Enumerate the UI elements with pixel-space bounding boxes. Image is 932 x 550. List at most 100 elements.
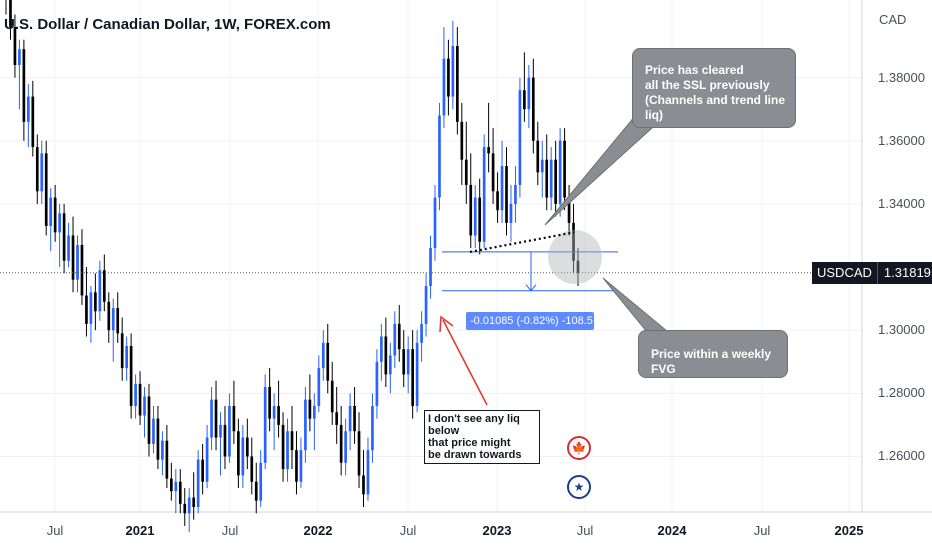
candle-body [134, 383, 137, 406]
y-tick-label: 1.26000 [878, 448, 925, 464]
callout-fvg-text: Price within a weekly FVG [651, 347, 772, 376]
candle-body [478, 197, 482, 242]
candle-body [272, 405, 276, 419]
candle-body [138, 383, 142, 416]
candle-body [192, 497, 196, 507]
candle-body [35, 147, 39, 192]
candle-body [447, 58, 450, 97]
candle-body [375, 361, 379, 406]
callout-ssl-line2: all the SSL previously [645, 78, 770, 92]
y-tick-label: 1.38000 [878, 69, 925, 85]
candle-body [380, 336, 383, 362]
candle-body [44, 153, 48, 227]
candle-body [424, 285, 428, 324]
candle-body [237, 431, 240, 476]
callout-fvg[interactable]: Price within a weekly FVG [638, 330, 788, 378]
candle-body [473, 197, 477, 236]
candle-body [397, 323, 401, 350]
candle-body [85, 295, 88, 324]
candle-body [156, 418, 160, 460]
candle-body [143, 396, 146, 416]
candle-body [514, 184, 517, 204]
candle-body [509, 203, 513, 223]
candle-body [402, 349, 406, 375]
candle-body [540, 159, 544, 173]
candle-body [415, 342, 419, 406]
candle-body [549, 159, 553, 198]
candle-body [232, 405, 236, 432]
currency-label: CAD [879, 12, 907, 27]
candle-body [357, 431, 361, 476]
price-tag-value: 1.31819 [876, 262, 932, 284]
note-liquidity[interactable]: I don't see any liq below that price mig… [424, 410, 540, 464]
measure-label: -0.01085 (-0.82%) -108.5 [470, 315, 593, 327]
candle-body [442, 58, 446, 116]
candle-body [451, 46, 455, 97]
candle-body [406, 349, 410, 375]
candle-body [205, 437, 209, 482]
candle-body [9, 0, 12, 28]
candle-body [567, 197, 571, 223]
candle-body [147, 396, 151, 444]
canada-flag-icon[interactable]: 🍁 [567, 436, 591, 460]
x-tick-label: 2025 [834, 523, 864, 538]
candle-body [111, 308, 115, 331]
candle-body [187, 497, 191, 514]
candle-body [219, 424, 222, 438]
overlays-group [0, 109, 862, 406]
candle-body [58, 213, 61, 233]
candle-body [165, 440, 169, 479]
candle-body [18, 49, 21, 65]
candle-body [313, 405, 316, 419]
candle-body [129, 345, 133, 406]
candle-body [456, 46, 459, 122]
candle-body [572, 222, 575, 261]
candle-body [107, 301, 111, 331]
candle-body [223, 424, 227, 457]
candle-body [388, 355, 392, 375]
candle-body [250, 456, 254, 482]
x-tick-label: 2024 [657, 523, 687, 538]
candle-body [339, 424, 343, 463]
candle-body [491, 153, 495, 192]
y-tick-label: 1.34000 [878, 195, 925, 211]
candle-body [268, 387, 271, 419]
candle-body [429, 248, 432, 286]
candle-body [27, 96, 30, 122]
candle-body [523, 90, 526, 110]
x-tick-label: Jul [753, 523, 771, 538]
candle-body [487, 147, 490, 154]
usa-flag-icon[interactable]: ★ [567, 475, 591, 499]
candle-body [277, 405, 280, 425]
measure-arrowhead [525, 284, 537, 292]
candle-body [505, 166, 508, 223]
callout-ssl-line3: (Channels and trend line liq) [645, 93, 786, 122]
candle-body [31, 96, 35, 148]
price-tag-symbol: USDCAD [812, 262, 877, 284]
candle-body [40, 153, 44, 192]
candle-body [98, 270, 102, 312]
candle-body [120, 333, 124, 369]
candle-body [438, 115, 441, 198]
candle-body [420, 323, 423, 343]
candle-body [89, 292, 93, 324]
candle-body [384, 336, 388, 375]
callout-ssl-line1: Price has cleared [645, 63, 744, 77]
candle-body [545, 159, 549, 198]
candle-body [464, 159, 468, 185]
candle-body [433, 197, 437, 249]
candle-body [482, 147, 486, 242]
candle-body [201, 459, 204, 482]
x-tick-label: Jul [399, 523, 417, 538]
candle-body [330, 380, 334, 413]
callout-ssl[interactable]: Price has cleared all the SSL previously… [632, 48, 796, 128]
x-tick-label: Jul [576, 523, 594, 538]
candle-body [259, 462, 263, 501]
candle-body [411, 349, 414, 406]
red-arrow-line [442, 319, 488, 406]
candle-body [174, 481, 178, 492]
candle-body [299, 450, 303, 482]
candle-body [196, 459, 200, 507]
candle-body [116, 308, 120, 334]
candle-body [254, 481, 258, 501]
